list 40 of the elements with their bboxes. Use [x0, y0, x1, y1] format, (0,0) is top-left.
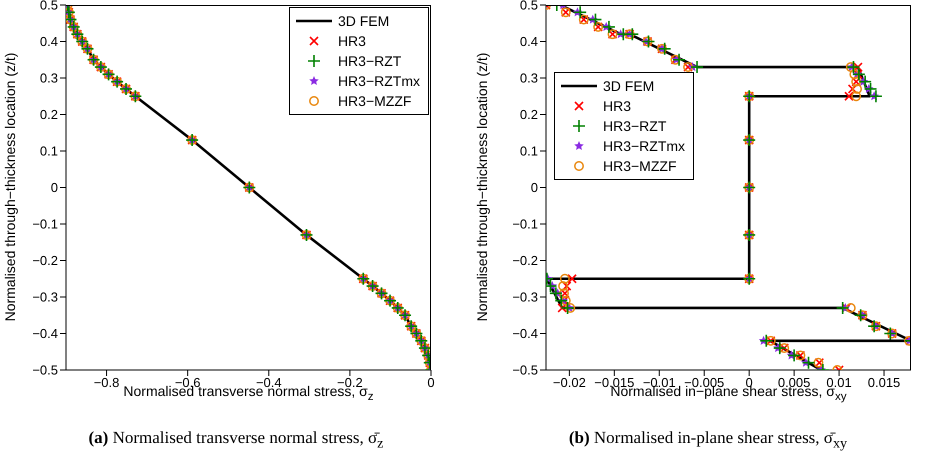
y-tick-label: −0.1 — [32, 216, 58, 232]
legend-label: 3D FEM — [603, 78, 654, 94]
y-tick-label: 0.4 — [40, 34, 58, 50]
y-axis-title: Normalised through−thickness location (z/t) — [2, 51, 18, 323]
y-tick-label: 0.5 — [40, 0, 58, 13]
y-tick-label: 0.5 — [520, 0, 538, 13]
x-tick-label: 0.015 — [868, 375, 900, 390]
y-tick-label: −0.3 — [512, 290, 538, 305]
x-tick-label: −0.02 — [552, 375, 586, 390]
legend-label: HR3−MZZF — [603, 158, 676, 174]
text: (b) Normalised in-plane shear stress, σ̄$_{xy}$ — [568, 428, 848, 452]
x-tick-label: 0 — [427, 375, 435, 390]
legend-label: HR3−RZTmx — [338, 73, 420, 89]
y-tick-label: 0.2 — [520, 107, 538, 122]
y-tick-label: 0.2 — [40, 107, 58, 122]
y-tick-label: 0.4 — [520, 34, 538, 50]
x-tick-label: −0.8 — [94, 375, 120, 390]
legend-label: HR3−MZZF — [338, 93, 412, 109]
legend-label: HR3−RZTmx — [603, 138, 686, 154]
y-tick-label: −0.2 — [512, 253, 538, 268]
legend-label: HR3−RZT — [603, 118, 666, 134]
legend-label: 3D FEM — [338, 13, 390, 29]
y-tick-label: −0.5 — [512, 362, 538, 378]
legend-label: HR3−RZT — [338, 53, 402, 69]
y-tick-label: 0.3 — [40, 70, 58, 86]
y-tick-label: −0.4 — [32, 326, 58, 342]
y-tick-label: 0.3 — [520, 70, 538, 86]
legend-label: HR3 — [338, 33, 366, 49]
text: (a) Normalised transverse normal stress, σ̄$_{z}$ — [88, 428, 384, 452]
y-tick-label: 0 — [50, 180, 58, 196]
y-tick-label: −0.2 — [32, 253, 58, 268]
y-tick-label: −0.1 — [512, 216, 538, 232]
y-tick-label: −0.3 — [32, 290, 58, 305]
y-tick-label: 0.1 — [520, 144, 538, 159]
y-tick-label: 0.1 — [40, 144, 58, 159]
y-tick-label: −0.4 — [512, 326, 538, 342]
y-tick-label: −0.5 — [32, 362, 58, 378]
y-tick-label: 0 — [530, 180, 538, 196]
legend-label: HR3 — [603, 98, 632, 114]
y-axis-title: Normalised through−thickness location (z/t) — [474, 51, 490, 323]
